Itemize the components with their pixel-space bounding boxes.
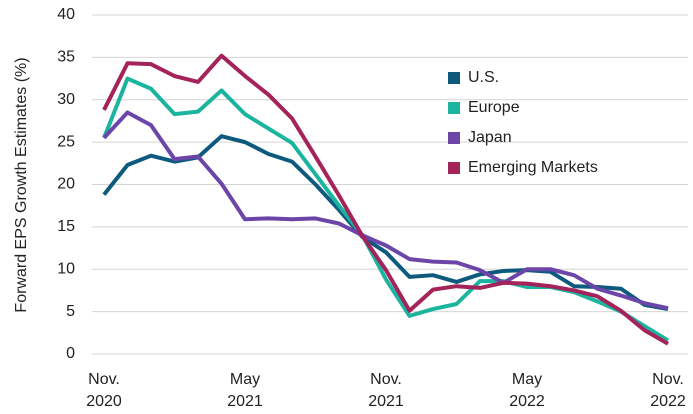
y-tick-label: 5: [66, 303, 75, 320]
x-tick-label: May 2021: [227, 371, 263, 410]
series-line: [102, 76, 670, 343]
y-tick-label: 20: [57, 176, 75, 193]
legend-label: Emerging Markets: [468, 159, 598, 176]
legend-swatch: [448, 132, 460, 144]
series-line: [102, 53, 669, 346]
legend-label: U.S.: [468, 69, 499, 86]
legend-swatch: [448, 72, 460, 84]
legend-swatch: [448, 102, 460, 114]
y-tick-label: 10: [57, 260, 75, 277]
y-tick-label: 15: [57, 218, 75, 235]
legend-label: Europe: [468, 99, 520, 116]
y-tick-label: 0: [66, 345, 75, 362]
x-tick-label: Nov. 2021: [368, 371, 404, 410]
y-axis-label: Forward EPS Growth Estimates (%): [13, 57, 30, 312]
x-tick-label: Nov. 2022: [650, 371, 686, 410]
series-line: [102, 110, 669, 311]
y-tick-label: 35: [57, 49, 75, 66]
legend-label: Japan: [468, 129, 512, 146]
y-tick-label: 25: [57, 133, 75, 150]
x-tick-label: Nov. 2020: [86, 371, 122, 410]
y-tick-label: 40: [57, 6, 75, 23]
y-tick-label: 30: [57, 91, 75, 108]
legend-swatch: [448, 162, 460, 174]
x-tick-label: May 2022: [509, 371, 545, 410]
